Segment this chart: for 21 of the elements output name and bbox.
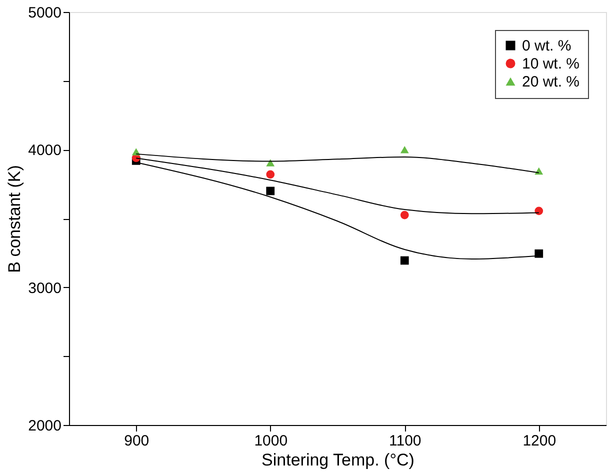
legend-label: 10 wt. % xyxy=(522,56,580,72)
x-tick-label: 1100 xyxy=(388,432,422,450)
point xyxy=(266,159,275,166)
point xyxy=(266,170,275,179)
point xyxy=(534,206,544,216)
legend-label: 20 wt. % xyxy=(522,74,580,90)
x-tick-label: 900 xyxy=(124,432,150,450)
x-tick-label: 1000 xyxy=(254,432,288,450)
x-axis-title: Sintering Temp. (°C) xyxy=(262,450,414,470)
point xyxy=(400,146,409,154)
point xyxy=(534,249,544,258)
point xyxy=(400,210,409,220)
y-tick-label: 2000 xyxy=(28,418,62,434)
point xyxy=(400,256,409,265)
legend-label: 0 wt. % xyxy=(522,38,572,54)
y-tick-label: 5000 xyxy=(28,4,62,22)
x-tick-label: 1200 xyxy=(522,432,556,450)
y-tick-label: 3000 xyxy=(28,280,62,297)
point xyxy=(266,186,275,196)
y-axis-title: B constant (K) xyxy=(5,165,24,273)
y-tick-label: 4000 xyxy=(28,142,62,160)
